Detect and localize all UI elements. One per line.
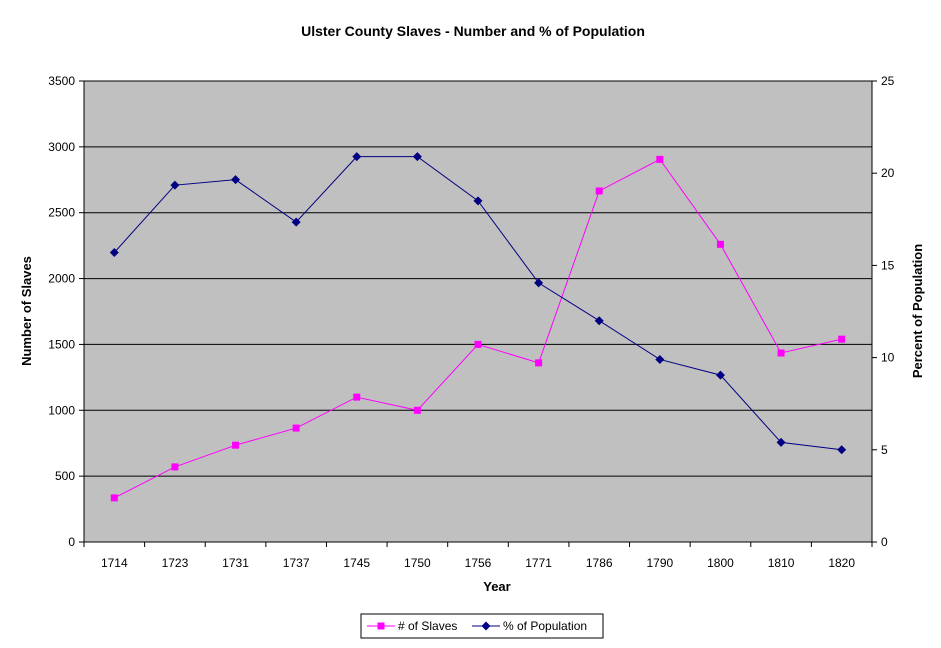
left-axis-ticks: 0 500 1000 1500 2000 2500 3000 3500 xyxy=(48,74,85,549)
legend-marker-percent-population xyxy=(481,621,491,631)
x-tick-label: 1810 xyxy=(768,556,795,570)
data-point-percent-population xyxy=(594,316,604,326)
legend-label-slaves-count: # of Slaves xyxy=(398,619,457,633)
y-tick-label: 2000 xyxy=(48,272,75,286)
y-tick-label: 500 xyxy=(55,469,75,483)
data-point-percent-population xyxy=(109,247,119,257)
y-axis-title: Number of Slaves xyxy=(19,256,34,366)
data-point-percent-population xyxy=(291,217,301,227)
y-tick-label: 0 xyxy=(68,535,75,549)
data-point-percent-population xyxy=(352,152,362,162)
data-point-percent-population xyxy=(473,196,483,206)
y2-tick-label: 25 xyxy=(881,74,895,88)
legend-box xyxy=(360,613,604,639)
data-point-slaves-count xyxy=(353,393,361,401)
y-tick-label: 3000 xyxy=(48,140,75,154)
data-point-percent-population xyxy=(412,152,422,162)
y2-axis-title: Percent of Population xyxy=(910,244,925,378)
right-axis-ticks: 0 5 10 15 20 25 xyxy=(871,74,895,549)
data-point-slaves-count xyxy=(110,494,118,502)
plot-area xyxy=(83,80,873,543)
legend-marker-slaves-count xyxy=(377,622,385,630)
chart-title: Ulster County Slaves - Number and % of P… xyxy=(301,23,645,39)
y-tick-label: 1500 xyxy=(48,337,75,351)
legend-label-percent-population: % of Population xyxy=(503,619,587,633)
series-layer xyxy=(109,152,847,502)
x-tick-label: 1790 xyxy=(646,556,673,570)
x-tick-label: 1786 xyxy=(586,556,613,570)
data-point-slaves-count xyxy=(656,155,664,163)
x-tick-label: 1731 xyxy=(222,556,249,570)
y2-tick-label: 0 xyxy=(881,535,888,549)
data-point-slaves-count xyxy=(171,463,179,471)
x-tick-label: 1737 xyxy=(283,556,310,570)
y-tick-label: 3500 xyxy=(48,74,75,88)
data-point-percent-population xyxy=(170,180,180,190)
data-point-slaves-count xyxy=(474,340,482,348)
data-point-slaves-count xyxy=(292,424,300,432)
legend: # of Slaves % of Population xyxy=(360,613,604,639)
y-tick-label: 1000 xyxy=(48,403,75,417)
data-point-percent-population xyxy=(715,370,725,380)
data-point-slaves-count xyxy=(535,359,543,367)
data-point-slaves-count xyxy=(777,349,785,357)
data-point-slaves-count xyxy=(413,406,421,414)
y2-tick-label: 5 xyxy=(881,443,888,457)
x-axis-ticks: 1714 1723 1731 1737 1745 1750 1756 1771 1786 1790… xyxy=(83,541,873,570)
data-point-slaves-count xyxy=(716,240,724,248)
x-axis-title: Year xyxy=(483,579,510,594)
x-tick-label: 1714 xyxy=(101,556,128,570)
data-point-percent-population xyxy=(837,445,847,455)
y-tick-label: 2500 xyxy=(48,206,75,220)
y2-tick-label: 20 xyxy=(881,166,895,180)
x-tick-label: 1723 xyxy=(162,556,189,570)
x-tick-label: 1745 xyxy=(343,556,370,570)
data-point-percent-population xyxy=(776,437,786,447)
data-point-percent-population xyxy=(655,354,665,364)
x-tick-label: 1756 xyxy=(465,556,492,570)
data-point-slaves-count xyxy=(232,441,240,449)
data-point-slaves-count xyxy=(595,187,603,195)
y2-tick-label: 10 xyxy=(881,351,895,365)
data-point-percent-population xyxy=(534,278,544,288)
x-tick-label: 1800 xyxy=(707,556,734,570)
y2-tick-label: 15 xyxy=(881,258,895,272)
x-tick-label: 1750 xyxy=(404,556,431,570)
x-tick-label: 1820 xyxy=(828,556,855,570)
x-tick-label: 1771 xyxy=(525,556,552,570)
data-point-percent-population xyxy=(231,175,241,185)
data-point-slaves-count xyxy=(838,335,846,343)
